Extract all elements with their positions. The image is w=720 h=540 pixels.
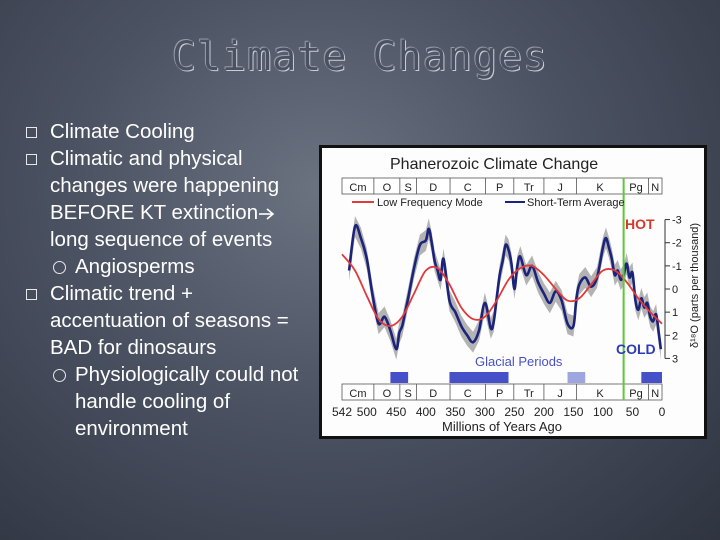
period-label: D	[429, 388, 437, 400]
bullet-item: Climatic and physical changes were happe…	[24, 145, 314, 253]
climate-chart: Phanerozoic Climate Change Cm O S D C P Tr J K Pg…	[319, 145, 707, 439]
period-label: Tr	[524, 388, 534, 400]
bullet-text: Climate Cooling	[50, 120, 195, 143]
period-label: N	[651, 388, 659, 400]
sub-bullet-text: Angiosperms	[75, 255, 195, 278]
glacial-period-bar	[641, 372, 662, 383]
x-axis-label: Millions of Years Ago	[442, 419, 562, 434]
period-label: C	[464, 182, 472, 194]
period-label: D	[429, 182, 437, 194]
period-label: S	[404, 182, 411, 194]
period-label: C	[464, 388, 472, 400]
x-tick-label: 50	[626, 405, 640, 419]
y-tick-label: -1	[672, 261, 682, 273]
x-tick-label: 150	[563, 405, 583, 419]
period-row-frame	[341, 383, 663, 401]
cold-annotation: COLD	[616, 341, 656, 357]
y-tick-label: 2	[672, 330, 678, 342]
period-label: S	[404, 388, 411, 400]
uncertainty-band	[349, 216, 661, 360]
glacial-period-bar	[567, 372, 586, 383]
x-tick-label: 200	[534, 405, 554, 419]
period-label: Pg	[629, 182, 642, 194]
glacial-period-bar	[449, 372, 509, 383]
x-tick-label: 400	[416, 405, 436, 419]
period-label: Tr	[524, 182, 534, 194]
y-axis-label: δ¹⁸O (parts per thousand)	[689, 223, 701, 348]
y-tick-label: 3	[672, 353, 678, 365]
bullet-text-continued: long sequence of events	[50, 228, 273, 251]
period-row-frame	[341, 177, 663, 195]
x-tick-label: 0	[659, 405, 666, 419]
period-label: J	[557, 388, 563, 400]
period-label: N	[651, 182, 659, 194]
square-bullet-icon	[26, 127, 37, 138]
y-tick-label: -2	[672, 238, 682, 250]
chart-title: Phanerozoic Climate Change	[390, 156, 598, 173]
period-label: Cm	[349, 388, 366, 400]
short-term-average-line	[347, 223, 663, 351]
climate-chart-svg: Phanerozoic Climate Change Cm O S D C P Tr J K Pg…	[332, 156, 701, 434]
period-label: O	[383, 388, 392, 400]
glacial-period-bar	[390, 372, 409, 383]
low-frequency-line	[341, 253, 663, 327]
x-tick-label: 100	[593, 405, 613, 419]
square-bullet-icon	[26, 289, 37, 300]
sub-bullet-item: Angiosperms	[24, 253, 314, 280]
circle-bullet-icon	[53, 261, 66, 274]
period-label: P	[496, 182, 503, 194]
x-tick-label: 350	[445, 405, 465, 419]
period-label: Cm	[349, 182, 366, 194]
bullet-text: Climatic and physical changes were happe…	[50, 147, 280, 224]
period-label: J	[557, 182, 563, 194]
period-label: Pg	[629, 388, 642, 400]
square-bullet-icon	[26, 154, 37, 165]
hot-annotation: HOT	[625, 216, 655, 232]
right-arrow-icon	[259, 207, 275, 220]
bullet-text: Climatic trend + accentuation of seasons…	[50, 282, 289, 359]
period-label: K	[596, 182, 604, 194]
y-tick-label: 0	[672, 284, 678, 296]
bullet-item: Climatic trend + accentuation of seasons…	[24, 280, 314, 361]
x-tick-label: 250	[504, 405, 524, 419]
circle-bullet-icon	[53, 369, 66, 382]
x-tick-label: 300	[475, 405, 495, 419]
period-label: K	[596, 388, 604, 400]
sub-bullet-text: Physiologically could not handle cooling…	[75, 363, 299, 440]
y-tick-label: -3	[672, 215, 682, 227]
bullet-item: Climate Cooling	[24, 118, 314, 145]
sub-bullet-item: Physiologically could not handle cooling…	[24, 361, 314, 442]
y-tick-label: 1	[672, 307, 678, 319]
glacial-label: Glacial Periods	[475, 354, 563, 369]
x-tick-label: 450	[386, 405, 406, 419]
x-tick-label: 500	[357, 405, 377, 419]
slide-title: Climate Changes	[171, 34, 549, 80]
legend-low-frequency: Low Frequency Mode	[377, 197, 483, 209]
x-tick-label: 542	[332, 405, 352, 419]
period-label: P	[496, 388, 503, 400]
period-label: O	[383, 182, 392, 194]
legend-short-term: Short-Term Average	[527, 197, 625, 209]
bullet-list: Climate Cooling Climatic and physical ch…	[24, 118, 314, 442]
